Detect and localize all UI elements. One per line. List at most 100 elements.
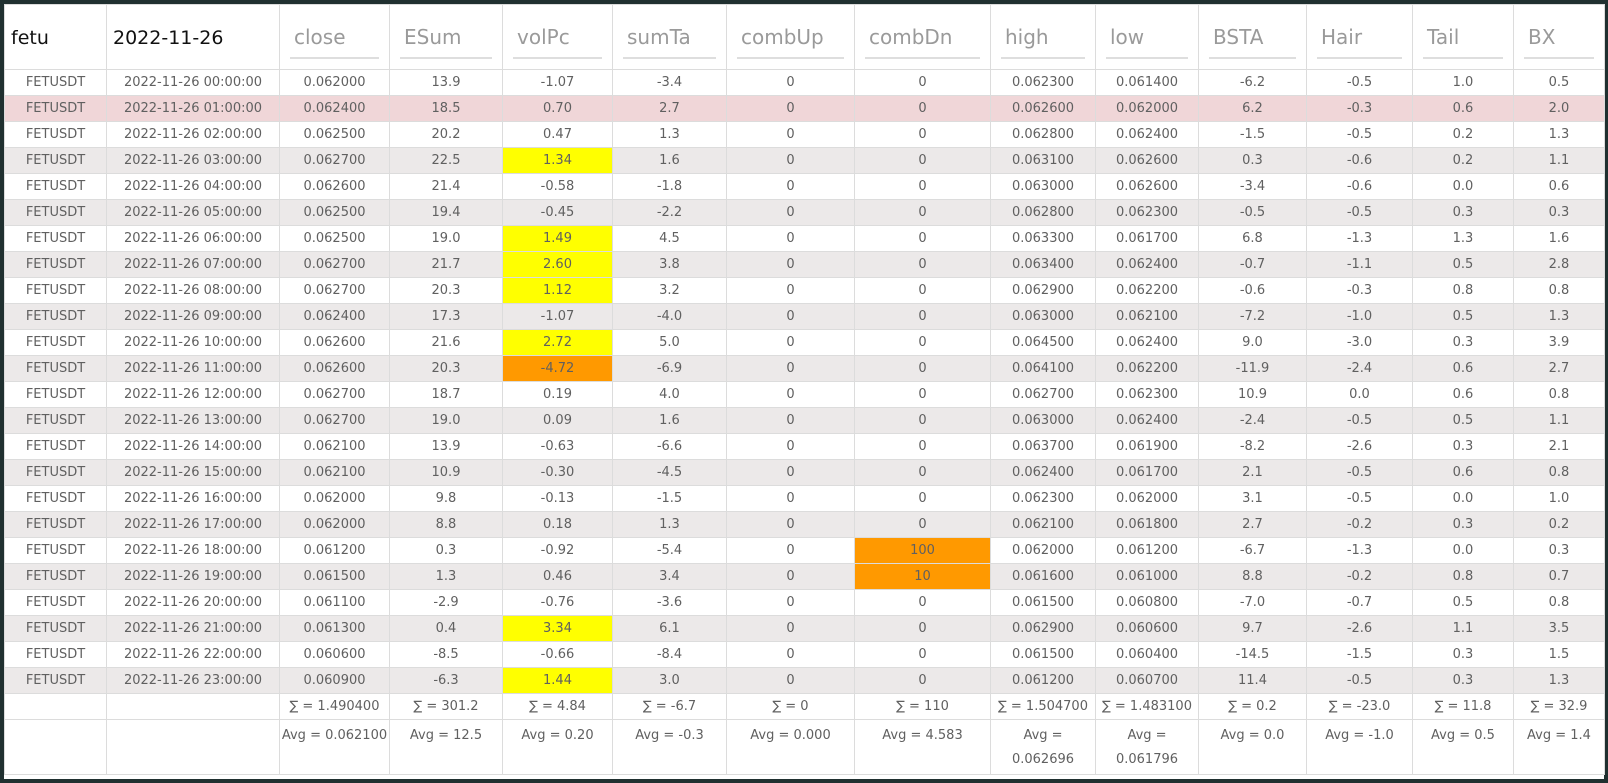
data-cell: 0 [854,615,991,642]
data-cell: FETUSDT [4,589,107,616]
data-cell: 10 [854,563,991,590]
data-cell: -0.7 [1306,589,1413,616]
data-cell: 3.4 [612,563,727,590]
sum-cell: ∑ = 0.2 [1198,693,1307,720]
data-cell: -2.4 [1306,355,1413,382]
data-cell: FETUSDT [4,69,107,96]
data-cell: -0.45 [502,199,613,226]
data-cell: 13.9 [389,433,503,460]
data-cell: 18.5 [389,95,503,122]
data-cell: 1.0 [1513,485,1605,512]
data-cell: 3.0 [612,667,727,694]
data-cell: 0.062000 [1095,485,1199,512]
data-cell: 0.062000 [279,511,390,538]
data-cell: 0.6 [1412,459,1514,486]
data-cell: 8.8 [389,511,503,538]
empty-cell [4,693,107,720]
data-cell: 0 [726,277,855,304]
data-cell: 1.34 [502,147,613,174]
avg-cell: Avg = -1.0 [1306,719,1413,775]
data-cell: 0.8 [1513,381,1605,408]
avg-cell: Avg = 0.20 [502,719,613,775]
data-cell: 0 [726,329,855,356]
data-cell: -8.4 [612,641,727,668]
data-cell: 1.3 [1412,225,1514,252]
data-cell: 0.060600 [279,641,390,668]
data-cell: -0.58 [502,173,613,200]
data-cell: 0 [726,69,855,96]
data-cell: 1.12 [502,277,613,304]
data-cell: -4.0 [612,303,727,330]
data-cell: 0 [854,641,991,668]
data-cell: 0.061200 [1095,537,1199,564]
data-cell: 0.061500 [990,641,1096,668]
data-cell: 0.061700 [1095,225,1199,252]
data-cell: -6.6 [612,433,727,460]
data-cell: 0.062000 [279,485,390,512]
data-cell: -0.13 [502,485,613,512]
data-cell: 0.063000 [990,407,1096,434]
data-cell: -0.63 [502,433,613,460]
data-cell: 0.061200 [279,537,390,564]
data-cell: -0.66 [502,641,613,668]
data-cell: -0.5 [1306,199,1413,226]
data-cell: FETUSDT [4,667,107,694]
data-cell: FETUSDT [4,303,107,330]
data-row: FETUSDT 2022-11-26 23:00:00 0.060900 -6.3 1.… [4,667,1605,694]
data-cell: 0.19 [502,381,613,408]
data-cell: 2022-11-26 17:00:00 [106,511,280,538]
avg-cell: Avg = 0.0 [1198,719,1307,775]
header-cell: Hair [1306,4,1413,70]
data-cell: 0.3 [1412,199,1514,226]
data-row: FETUSDT 2022-11-26 09:00:00 0.062400 17.3 -1… [4,303,1605,330]
data-cell: FETUSDT [4,485,107,512]
data-row: FETUSDT 2022-11-26 19:00:00 0.061500 1.3 0.4… [4,563,1605,590]
data-cell: 0.8 [1513,459,1605,486]
data-cell: 0.0 [1412,173,1514,200]
data-cell: 0.2 [1412,147,1514,174]
data-cell: 0.7 [1513,563,1605,590]
data-cell: FETUSDT [4,641,107,668]
data-cell: 10.9 [389,459,503,486]
data-cell: 0 [854,95,991,122]
data-cell: 3.2 [612,277,727,304]
sum-cell: ∑ = 4.84 [502,693,613,720]
data-cell: 1.6 [1513,225,1605,252]
avg-cell: Avg = 4.583 [854,719,991,775]
data-cell: 0.5 [1513,69,1605,96]
data-cell: 0.060900 [279,667,390,694]
data-cell: 0.062500 [279,225,390,252]
data-cell: 20.2 [389,121,503,148]
data-cell: -1.1 [1306,251,1413,278]
data-cell: 0 [726,433,855,460]
data-cell: -6.3 [389,667,503,694]
data-cell: -0.6 [1306,147,1413,174]
data-cell: 0.0 [1412,537,1514,564]
column-name: high [1001,15,1085,59]
data-cell: -0.2 [1306,511,1413,538]
data-cell: 0.3 [1198,147,1307,174]
avg-cell: Avg = -0.3 [612,719,727,775]
column-name: ESum [400,15,492,59]
data-cell: FETUSDT [4,459,107,486]
header-cell: sumTa [612,4,727,70]
data-cell: -6.7 [1198,537,1307,564]
data-cell: -1.07 [502,303,613,330]
data-cell: 0.061600 [990,563,1096,590]
data-cell: 1.49 [502,225,613,252]
data-cell: 2.72 [502,329,613,356]
data-cell: FETUSDT [4,537,107,564]
data-cell: 0.062700 [279,251,390,278]
data-cell: 0 [854,251,991,278]
data-cell: -0.6 [1198,277,1307,304]
data-cell: 0.062100 [990,511,1096,538]
data-cell: -1.3 [1306,537,1413,564]
column-name: Tail [1423,15,1503,59]
data-cell: -1.5 [1198,121,1307,148]
sum-cell: ∑ = 32.9 [1513,693,1605,720]
data-cell: 0.3 [1513,199,1605,226]
data-cell: -0.3 [1306,277,1413,304]
data-cell: 0.061800 [1095,511,1199,538]
data-cell: -2.6 [1306,615,1413,642]
data-cell: 0.062100 [1095,303,1199,330]
